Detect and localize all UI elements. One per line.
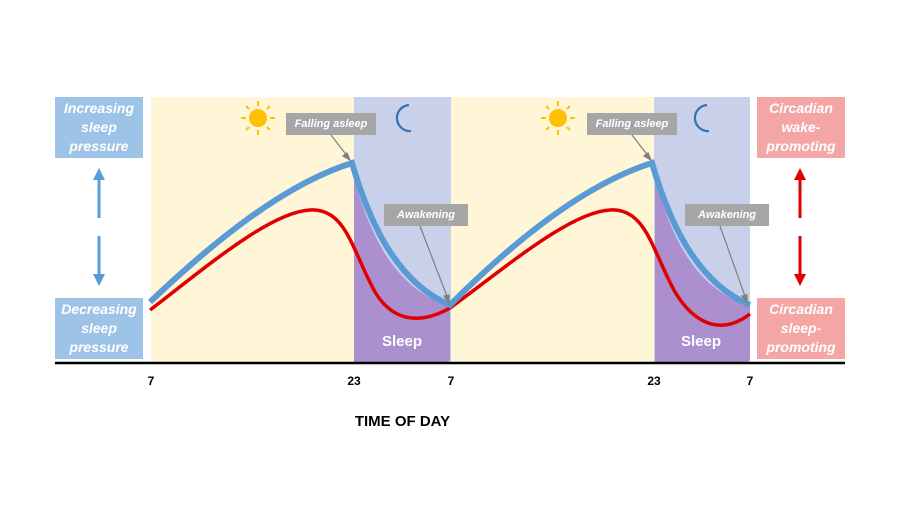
x-tick-label: 7 bbox=[746, 374, 754, 388]
x-tick-label: 7 bbox=[147, 374, 155, 388]
awakening-callout: Awakening bbox=[685, 204, 769, 226]
circadian-wake-promoting-box: Circadian wake- promoting bbox=[757, 97, 845, 158]
sun-icon bbox=[541, 101, 575, 135]
sleep-pressure-arrow bbox=[93, 168, 105, 286]
falling-asleep-callout: Falling asleep bbox=[286, 113, 376, 135]
decreasing-sleep-pressure-box: Decreasing sleep pressure bbox=[55, 298, 143, 359]
x-axis-title: TIME OF DAY bbox=[354, 413, 451, 430]
falling-asleep-callout: Falling asleep bbox=[587, 113, 677, 135]
x-tick-label: 23 bbox=[347, 374, 361, 388]
falling-asleep-pointer bbox=[631, 134, 650, 158]
increasing-sleep-pressure-box: Increasing sleep pressure bbox=[55, 97, 143, 158]
homeostatic-curve bbox=[147, 159, 752, 309]
circadian-sleep-promoting-box: Circadian sleep- promoting bbox=[757, 298, 845, 359]
awakening-callout: Awakening bbox=[384, 204, 468, 226]
day-phase-2 bbox=[451, 97, 654, 363]
sleep-label: Sleep bbox=[382, 333, 423, 350]
sleep-label: Sleep bbox=[681, 333, 722, 350]
falling-asleep-pointer bbox=[330, 134, 349, 158]
awakening-pointer bbox=[419, 225, 449, 300]
moon-icon bbox=[693, 103, 710, 133]
day-phase-1 bbox=[151, 97, 354, 363]
x-tick-label: 7 bbox=[447, 374, 455, 388]
x-tick-label: 23 bbox=[647, 374, 661, 388]
awakening-pointer bbox=[719, 225, 747, 300]
moon-icon bbox=[395, 103, 412, 133]
sleep-area-2 bbox=[655, 178, 750, 362]
circadian-arrow bbox=[794, 168, 806, 286]
sun-icon bbox=[241, 101, 275, 135]
